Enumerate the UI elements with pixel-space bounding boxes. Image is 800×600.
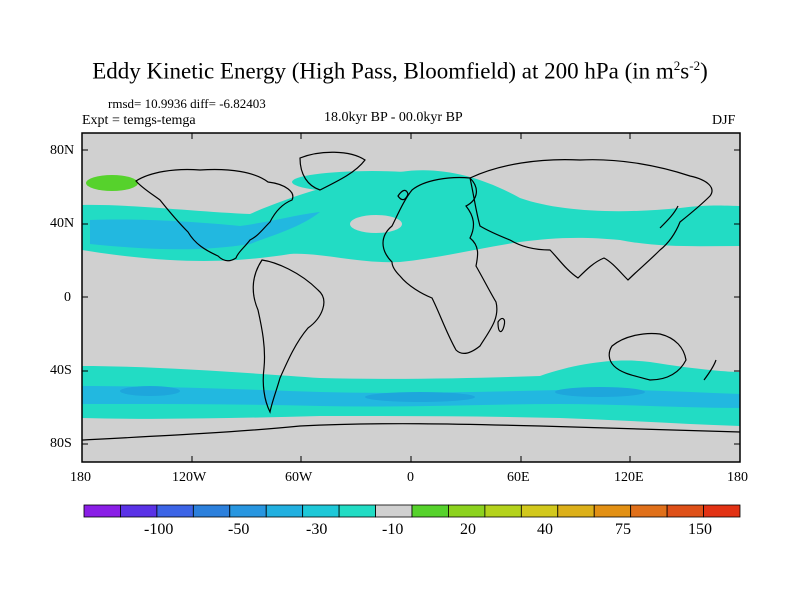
lat-label-0: 0 bbox=[64, 290, 71, 305]
antarctica-coastline bbox=[82, 423, 740, 441]
colorbar-box bbox=[630, 504, 668, 518]
uk-coastline bbox=[397, 189, 409, 201]
colorbar-label-7: 75 bbox=[615, 521, 631, 538]
sh-core bbox=[120, 386, 180, 396]
colorbar-box bbox=[484, 504, 522, 518]
lat-label-40n: 40N bbox=[50, 216, 75, 231]
south-america-coastline bbox=[252, 259, 325, 414]
colorbar-box bbox=[703, 504, 741, 518]
japan-coastline bbox=[659, 205, 679, 229]
greenland-coastline bbox=[299, 151, 366, 191]
colorbar-box bbox=[229, 504, 267, 518]
lon-label-60w: 60W bbox=[285, 470, 313, 485]
nh-positive-patch bbox=[86, 175, 138, 191]
colorbar-box bbox=[120, 504, 158, 518]
north-atlantic-gap bbox=[350, 215, 402, 233]
lon-label-180e: 180 bbox=[727, 470, 748, 485]
lat-label-80s: 80S bbox=[50, 436, 72, 451]
colorbar-label-6: 40 bbox=[537, 521, 553, 538]
north-atlantic-high-latitude-band bbox=[292, 171, 452, 193]
australia-coastline bbox=[608, 332, 687, 381]
colorbar-box bbox=[557, 504, 595, 518]
sh-core-2 bbox=[365, 392, 475, 402]
plot-title: Eddy Kinetic Energy (High Pass, Bloomfie… bbox=[92, 58, 708, 84]
lon-label-120e: 120E bbox=[614, 470, 644, 485]
north-america-coastline bbox=[135, 168, 294, 262]
map-plot bbox=[82, 133, 740, 462]
colorbar-label-1: -100 bbox=[144, 521, 174, 538]
rmsd-diff-stats: rmsd= 10.9936 diff= -6.82403 bbox=[108, 96, 266, 111]
colorbar-box bbox=[520, 504, 559, 518]
colorbar-label-2: -50 bbox=[228, 521, 250, 538]
lon-label-180w: 180 bbox=[70, 470, 91, 485]
colorbar-box bbox=[666, 504, 704, 518]
europe-africa-coastline bbox=[382, 176, 498, 355]
colorbar-box bbox=[448, 504, 486, 518]
new-zealand-coastline bbox=[703, 359, 717, 381]
lon-label-0: 0 bbox=[407, 470, 414, 485]
colorbar-box bbox=[83, 504, 121, 518]
lat-label-80n: 80N bbox=[50, 143, 75, 158]
colorbar-label-3: -30 bbox=[306, 521, 328, 538]
sh-core-3 bbox=[555, 387, 645, 397]
experiment-label: Expt = temgs-temga bbox=[82, 113, 196, 128]
nh-dark-band bbox=[90, 212, 320, 250]
coastlines bbox=[82, 151, 740, 441]
colorbar-label-5: 20 bbox=[460, 521, 476, 538]
colorbar-box bbox=[411, 504, 449, 518]
colorbar-box bbox=[156, 504, 194, 518]
lon-label-120w: 120W bbox=[172, 470, 207, 485]
colorbar-label-8: 150 bbox=[688, 521, 712, 538]
colorbar bbox=[83, 504, 741, 518]
season-label: DJF bbox=[712, 113, 736, 128]
lon-label-60e: 60E bbox=[507, 470, 530, 485]
colorbar-box bbox=[192, 504, 231, 518]
colorbar-box bbox=[375, 504, 413, 518]
colorbar-box bbox=[593, 504, 632, 518]
asia-coastline bbox=[469, 159, 713, 281]
madagascar-coastline bbox=[497, 317, 506, 333]
period-label: 18.0kyr BP - 00.0kyr BP bbox=[324, 110, 463, 125]
lat-label-40s: 40S bbox=[50, 363, 72, 378]
colorbar-box bbox=[265, 504, 304, 518]
colorbar-box bbox=[302, 504, 340, 518]
colorbar-label-4: -10 bbox=[382, 521, 404, 538]
axis-ticks bbox=[82, 133, 740, 462]
colorbar-box bbox=[338, 504, 376, 518]
